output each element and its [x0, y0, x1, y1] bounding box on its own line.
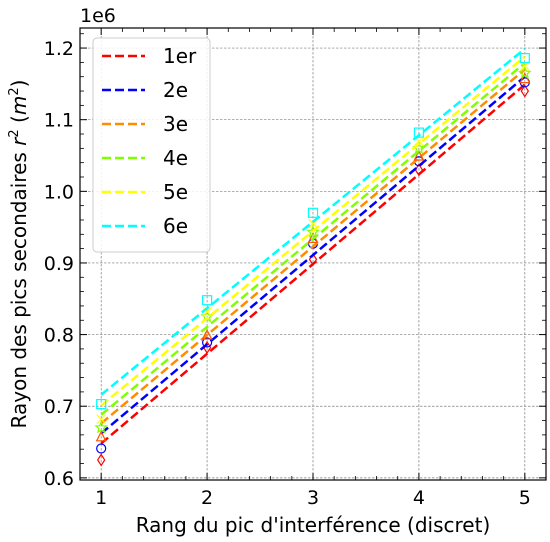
cross-marker [96, 414, 107, 425]
circle-marker [96, 443, 107, 454]
y-tick-label: 0.8 [44, 325, 74, 347]
square-marker [307, 207, 319, 218]
fit-line-5e [100, 55, 526, 407]
y-axis-label-symbol: r [7, 136, 31, 146]
diamond-marker [520, 84, 530, 98]
fit-line-3e [100, 68, 526, 425]
legend-label: 6e [163, 214, 188, 238]
y-axis-label: Rayon des pics secondaires r2 (m2) [7, 80, 31, 429]
y-tick-label: 1.2 [44, 38, 74, 60]
ticks: 1 2 3 4 5 0.6 0.7 0.8 0.9 1.0 1.1 1.2 [44, 28, 547, 509]
y-axis-label-unit-open: ( [7, 115, 31, 129]
square-marker [413, 127, 425, 138]
triangle-marker [519, 72, 531, 84]
y-tick-label: 0.7 [44, 396, 74, 418]
y-tick-label: 0.6 [44, 468, 74, 490]
legend-label: 4e [163, 146, 188, 170]
star-marker [306, 225, 320, 238]
fit-line-6e [100, 47, 526, 396]
square-marker [519, 52, 530, 64]
diamond-marker [96, 453, 106, 467]
x-tick-label: 3 [307, 487, 319, 509]
series-6e [96, 47, 530, 410]
y-axis-label-unit-close: ) [7, 80, 31, 88]
y-tick-label: 0.9 [44, 253, 74, 275]
fit-line-2e [100, 75, 526, 435]
fit-line-4e [100, 62, 526, 416]
star-marker [94, 420, 108, 434]
triangle-marker [413, 149, 425, 161]
y-offset-text: 1e6 [80, 5, 116, 27]
legend: 1er 2e 3e 4e 5e 6e [92, 37, 211, 253]
circle-marker [201, 337, 213, 348]
x-tick-label: 5 [519, 487, 531, 509]
y-tick-label: 1.0 [44, 181, 74, 203]
x-axis-label: Rang du pic d'interférence (discret) [136, 513, 491, 537]
x-tick-label: 1 [95, 487, 107, 509]
y-axis-label-text: Rayon des pics secondaires [7, 146, 31, 429]
cross-marker [202, 306, 213, 317]
legend-label: 5e [163, 180, 188, 204]
series-5e [96, 55, 530, 425]
x-tick-label: 4 [413, 487, 425, 509]
star-marker [518, 66, 532, 79]
series-layer [94, 47, 532, 467]
square-marker [96, 398, 107, 410]
y-axis-label-unit-exponent: 2 [7, 87, 22, 95]
square-marker [201, 295, 213, 306]
legend-box [92, 37, 211, 253]
triangle-marker [201, 328, 213, 340]
legend-label: 2e [163, 78, 188, 102]
y-axis-label-unit: m [7, 96, 31, 115]
diamond-marker [414, 163, 424, 177]
legend-label: 1er [163, 44, 197, 68]
x-tick-label: 2 [201, 487, 213, 509]
y-tick-label: 1.1 [44, 110, 74, 132]
legend-label: 3e [163, 112, 188, 136]
y-axis-label-exponent: 2 [7, 129, 22, 137]
triangle-marker [95, 430, 107, 442]
